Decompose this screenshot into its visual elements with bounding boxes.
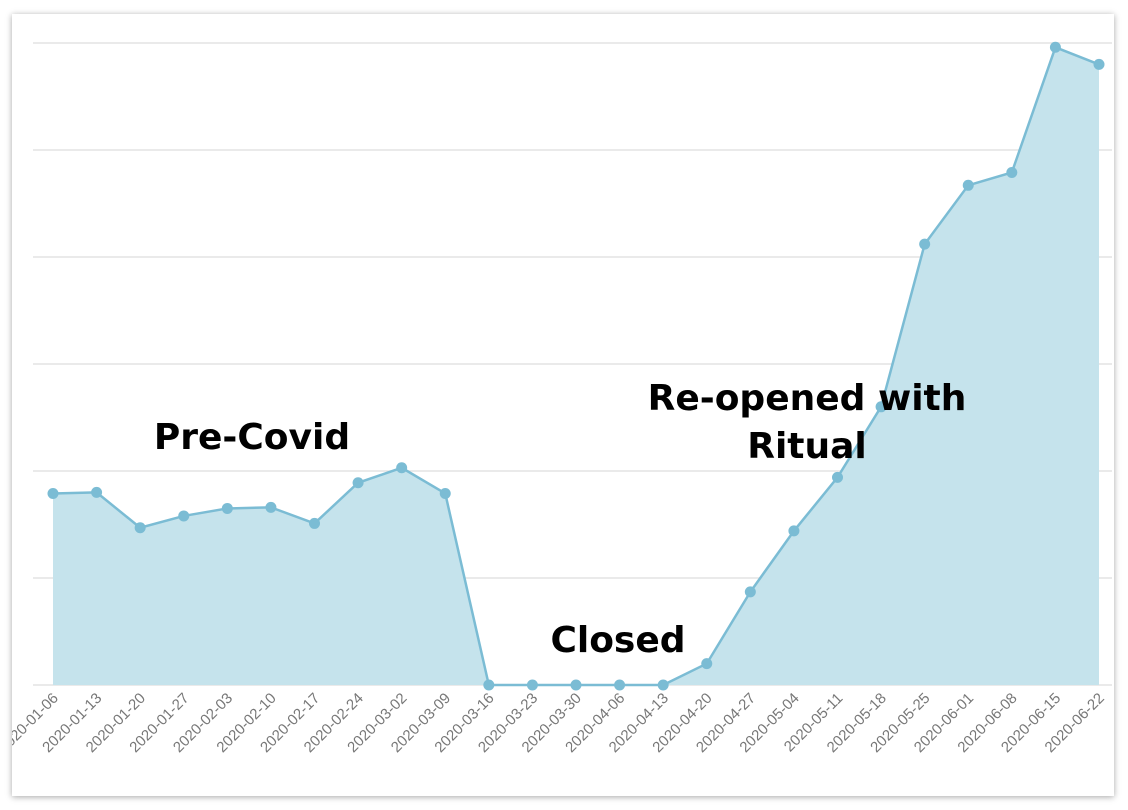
chart: 2020-01-062020-01-132020-01-202020-01-27… [12,41,1112,756]
point [309,517,320,529]
point [178,510,190,522]
point [439,487,451,499]
area-fill [53,47,1099,685]
annotation: Pre-Covid [153,417,351,458]
point [396,462,408,474]
point [701,658,713,670]
point [875,401,887,413]
point [614,679,626,691]
point [962,179,974,191]
point [526,679,538,691]
point [1093,58,1105,70]
annotation: Re-opened with Ritual [647,378,967,467]
point [47,487,59,499]
point [221,502,233,514]
point [832,471,843,483]
point [1049,41,1061,53]
point [657,679,669,691]
point [91,486,103,498]
point [788,525,800,537]
point [570,679,582,691]
point [265,501,277,513]
point [744,586,756,598]
point [1006,166,1018,178]
point [483,679,495,691]
chart-card: 2020-01-06 2020-01-13 2020-01-20 2020-01-27… [12,14,1114,796]
point [134,522,146,534]
point [919,238,931,250]
point [352,477,364,489]
annotation: Closed [550,620,686,661]
